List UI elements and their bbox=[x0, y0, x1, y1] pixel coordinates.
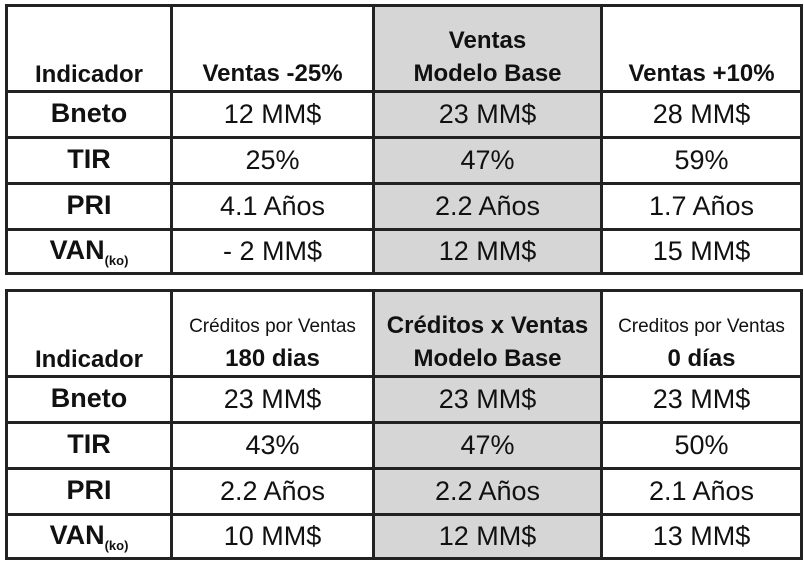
header-indicator: Indicador bbox=[5, 4, 173, 93]
row-label: Bneto bbox=[5, 375, 173, 424]
cell-value: 1.7 Años bbox=[600, 182, 803, 231]
row-label: Bneto bbox=[5, 90, 173, 139]
cell-value: 15 MM$ bbox=[600, 228, 803, 275]
cell-value: 12 MM$ bbox=[170, 90, 375, 139]
cell-value: - 2 MM$ bbox=[170, 228, 375, 275]
cell-value: 2.2 Años bbox=[170, 467, 375, 516]
cell-value: 2.2 Años bbox=[372, 182, 603, 231]
cell-value: 59% bbox=[600, 136, 803, 185]
credit-scenario-table: Indicador Créditos por Ventas 180 dias Cr… bbox=[5, 289, 803, 560]
header-col3: Creditos por Ventas 0 días bbox=[600, 289, 803, 378]
header-indicator: Indicador bbox=[5, 289, 173, 378]
cell-value: 47% bbox=[372, 421, 603, 470]
table-row: TIR 25% 47% 59% bbox=[5, 136, 803, 185]
cell-value: 2.1 Años bbox=[600, 467, 803, 516]
header-col1: Ventas -25% bbox=[170, 4, 375, 93]
cell-value: 23 MM$ bbox=[600, 375, 803, 424]
header-col2: Ventas Modelo Base bbox=[372, 4, 603, 93]
cell-value: 2.2 Años bbox=[372, 467, 603, 516]
row-label: TIR bbox=[5, 136, 173, 185]
cell-value: 4.1 Años bbox=[170, 182, 375, 231]
cell-value: 10 MM$ bbox=[170, 513, 375, 560]
table-row: TIR 43% 47% 50% bbox=[5, 421, 803, 470]
header-col1: Créditos por Ventas 180 dias bbox=[170, 289, 375, 378]
row-label: VAN(ko) bbox=[5, 228, 173, 275]
header-row: Indicador Ventas -25% Ventas Modelo Base … bbox=[5, 4, 803, 93]
cell-value: 43% bbox=[170, 421, 375, 470]
row-label: TIR bbox=[5, 421, 173, 470]
row-label: VAN(ko) bbox=[5, 513, 173, 560]
header-col2: Créditos x Ventas Modelo Base bbox=[372, 289, 603, 378]
table-row: Bneto 12 MM$ 23 MM$ 28 MM$ bbox=[5, 90, 803, 139]
table-row: VAN(ko) 10 MM$ 12 MM$ 13 MM$ bbox=[5, 513, 803, 560]
row-label: PRI bbox=[5, 467, 173, 516]
cell-value: 23 MM$ bbox=[372, 90, 603, 139]
cell-value: 28 MM$ bbox=[600, 90, 803, 139]
cell-value: 12 MM$ bbox=[372, 513, 603, 560]
table-row: VAN(ko) - 2 MM$ 12 MM$ 15 MM$ bbox=[5, 228, 803, 275]
table-row: PRI 2.2 Años 2.2 Años 2.1 Años bbox=[5, 467, 803, 516]
cell-value: 25% bbox=[170, 136, 375, 185]
sales-scenario-table: Indicador Ventas -25% Ventas Modelo Base … bbox=[5, 4, 803, 275]
cell-value: 23 MM$ bbox=[170, 375, 375, 424]
row-label: PRI bbox=[5, 182, 173, 231]
header-row: Indicador Créditos por Ventas 180 dias Cr… bbox=[5, 289, 803, 378]
cell-value: 12 MM$ bbox=[372, 228, 603, 275]
cell-value: 23 MM$ bbox=[372, 375, 603, 424]
table-row: Bneto 23 MM$ 23 MM$ 23 MM$ bbox=[5, 375, 803, 424]
cell-value: 13 MM$ bbox=[600, 513, 803, 560]
table-row: PRI 4.1 Años 2.2 Años 1.7 Años bbox=[5, 182, 803, 231]
header-col3: Ventas +10% bbox=[600, 4, 803, 93]
cell-value: 50% bbox=[600, 421, 803, 470]
cell-value: 47% bbox=[372, 136, 603, 185]
